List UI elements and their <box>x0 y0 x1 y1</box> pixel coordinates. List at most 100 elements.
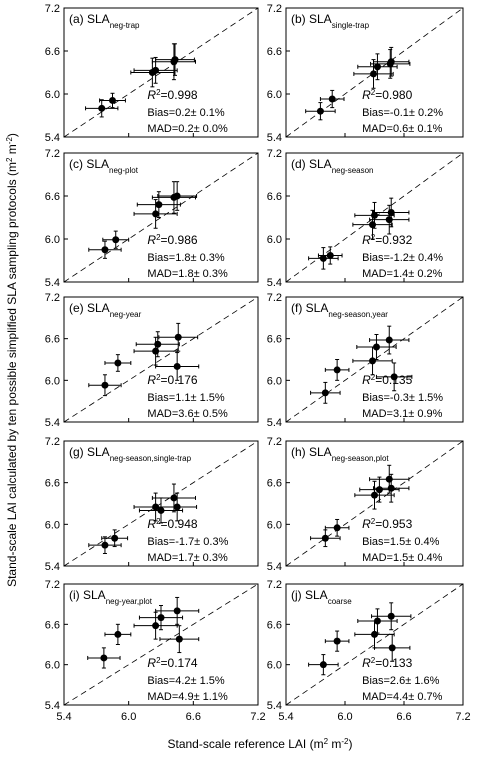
y-tick-label: 5.4 <box>45 700 60 712</box>
y-tick-label: 6.6 <box>45 46 60 58</box>
panel-title: (a) SLAneg-trap <box>69 12 140 30</box>
mad: MAD=0.2± 0.0% <box>147 123 228 135</box>
label-part: Stand-scale LAI calculated by ten possib… <box>5 162 19 587</box>
point <box>98 104 106 112</box>
r-symbol: R <box>362 88 371 102</box>
point <box>372 343 380 351</box>
x-tick-label: 6.6 <box>396 711 411 723</box>
point <box>369 357 377 365</box>
one-to-one-line <box>285 152 464 283</box>
point <box>171 56 179 64</box>
r-symbol: R <box>362 373 371 387</box>
point <box>388 644 396 652</box>
plot-frame <box>285 296 464 423</box>
point <box>154 340 162 348</box>
r-exponent: 2 <box>156 517 161 526</box>
point <box>155 201 163 209</box>
point <box>100 654 108 662</box>
point <box>333 366 341 374</box>
r-value: =0.174 <box>161 656 198 670</box>
point <box>173 192 181 200</box>
point <box>109 96 116 104</box>
y-tick-label: 7.2 <box>267 3 282 15</box>
plot-frame <box>63 440 259 567</box>
y-tick-label: 6.6 <box>267 619 282 631</box>
y-tick-label: 5.4 <box>45 277 60 289</box>
title-subscript: neg-season <box>332 166 374 175</box>
y-tick-label: 7.2 <box>267 579 282 591</box>
y-tick-label: 6.0 <box>267 519 282 531</box>
one-to-one-line <box>63 152 259 283</box>
r-exponent: 2 <box>371 88 376 97</box>
r-value: =0.932 <box>375 233 412 247</box>
title-main: (g) SLA <box>69 445 110 459</box>
r-squared: R2=0.953 <box>362 517 412 532</box>
title-subscript: neg-trap <box>110 21 140 30</box>
one-to-one-line <box>285 440 464 567</box>
y-tick-label: 7.2 <box>267 436 282 448</box>
title-main: (f) SLA <box>291 301 328 315</box>
r-value: =0.176 <box>161 373 198 387</box>
y-tick-label: 6.0 <box>45 89 60 101</box>
bias: Bias=-0.1± 0.2% <box>362 107 443 119</box>
panel-title: (d) SLAneg-season <box>291 157 374 175</box>
plot-frame <box>63 583 259 706</box>
point <box>321 534 329 542</box>
plot-frame <box>285 7 464 138</box>
panel: 5.4 6.0 6.6 7.2 (d) SLAneg-season R2=0.932 Bia… <box>267 148 464 289</box>
one-to-one-line <box>285 583 464 706</box>
one-to-one-line <box>63 296 259 423</box>
r-squared: R2=0.176 <box>147 373 197 388</box>
r-exponent: 2 <box>371 373 376 382</box>
y-tick-label: 5.4 <box>45 417 60 429</box>
point <box>152 210 160 218</box>
y-tick-label: 5.4 <box>45 132 60 144</box>
one-to-one-line <box>285 7 464 138</box>
y-label: Stand-scale LAI calculated by ten possib… <box>5 133 20 587</box>
superscript: -2 <box>5 137 14 145</box>
y-tick-label: 6.6 <box>45 478 60 490</box>
panel-title: (c) SLAneg-plot <box>69 157 139 175</box>
point <box>175 635 183 643</box>
y-tick-label: 6.6 <box>45 334 60 346</box>
point <box>173 607 181 615</box>
point <box>375 486 383 494</box>
bias: Bias=-1.2± 0.4% <box>362 252 443 264</box>
point <box>170 494 178 502</box>
y-tick-label: 5.4 <box>267 417 282 429</box>
point <box>114 359 122 367</box>
x-tick-label: 6.0 <box>337 711 352 723</box>
y-tick-label: 6.0 <box>267 234 282 246</box>
panel: 5.4 6.0 6.6 7.2 (c) SLAneg-plot R2=0.986 Bias=… <box>45 148 259 289</box>
y-tick-label: 7.2 <box>45 579 60 591</box>
r-exponent: 2 <box>156 88 161 97</box>
plot-frame <box>285 583 464 706</box>
y-tick-label: 6.6 <box>267 478 282 490</box>
r-exponent: 2 <box>156 233 161 242</box>
y-tick-label: 7.2 <box>267 148 282 160</box>
bias: Bias=4.2± 1.5% <box>147 675 224 687</box>
point <box>157 506 165 514</box>
panel-title: (b) SLAsingle-trap <box>291 12 370 30</box>
point <box>387 612 395 620</box>
panel-title: (f) SLAneg-season,year <box>291 301 388 319</box>
r-exponent: 2 <box>156 373 161 382</box>
r-value: =0.953 <box>375 517 412 531</box>
title-subscript: neg-season,single-trap <box>110 454 192 463</box>
mad: MAD=4.4± 0.7% <box>362 691 443 703</box>
y-tick-label: 6.0 <box>45 660 60 672</box>
point <box>371 211 378 219</box>
r-squared: R2=0.135 <box>362 373 412 388</box>
x-tick-label: 6.0 <box>121 711 136 723</box>
panel: 5.4 6.0 6.6 7.2 5.4 6.0 6.6 7.2 (i) SLAneg-year,… <box>45 579 266 723</box>
y-tick-label: 5.4 <box>267 132 282 144</box>
point <box>112 236 120 244</box>
y-tick-label: 6.6 <box>267 46 282 58</box>
title-main: (e) SLA <box>69 301 110 315</box>
x-tick-label: 5.4 <box>56 711 71 723</box>
r-symbol: R <box>362 656 371 670</box>
title-subscript: neg-season,plot <box>332 454 390 463</box>
title-subscript: single-trap <box>332 21 370 30</box>
mad: MAD=4.9± 1.1% <box>147 691 228 703</box>
